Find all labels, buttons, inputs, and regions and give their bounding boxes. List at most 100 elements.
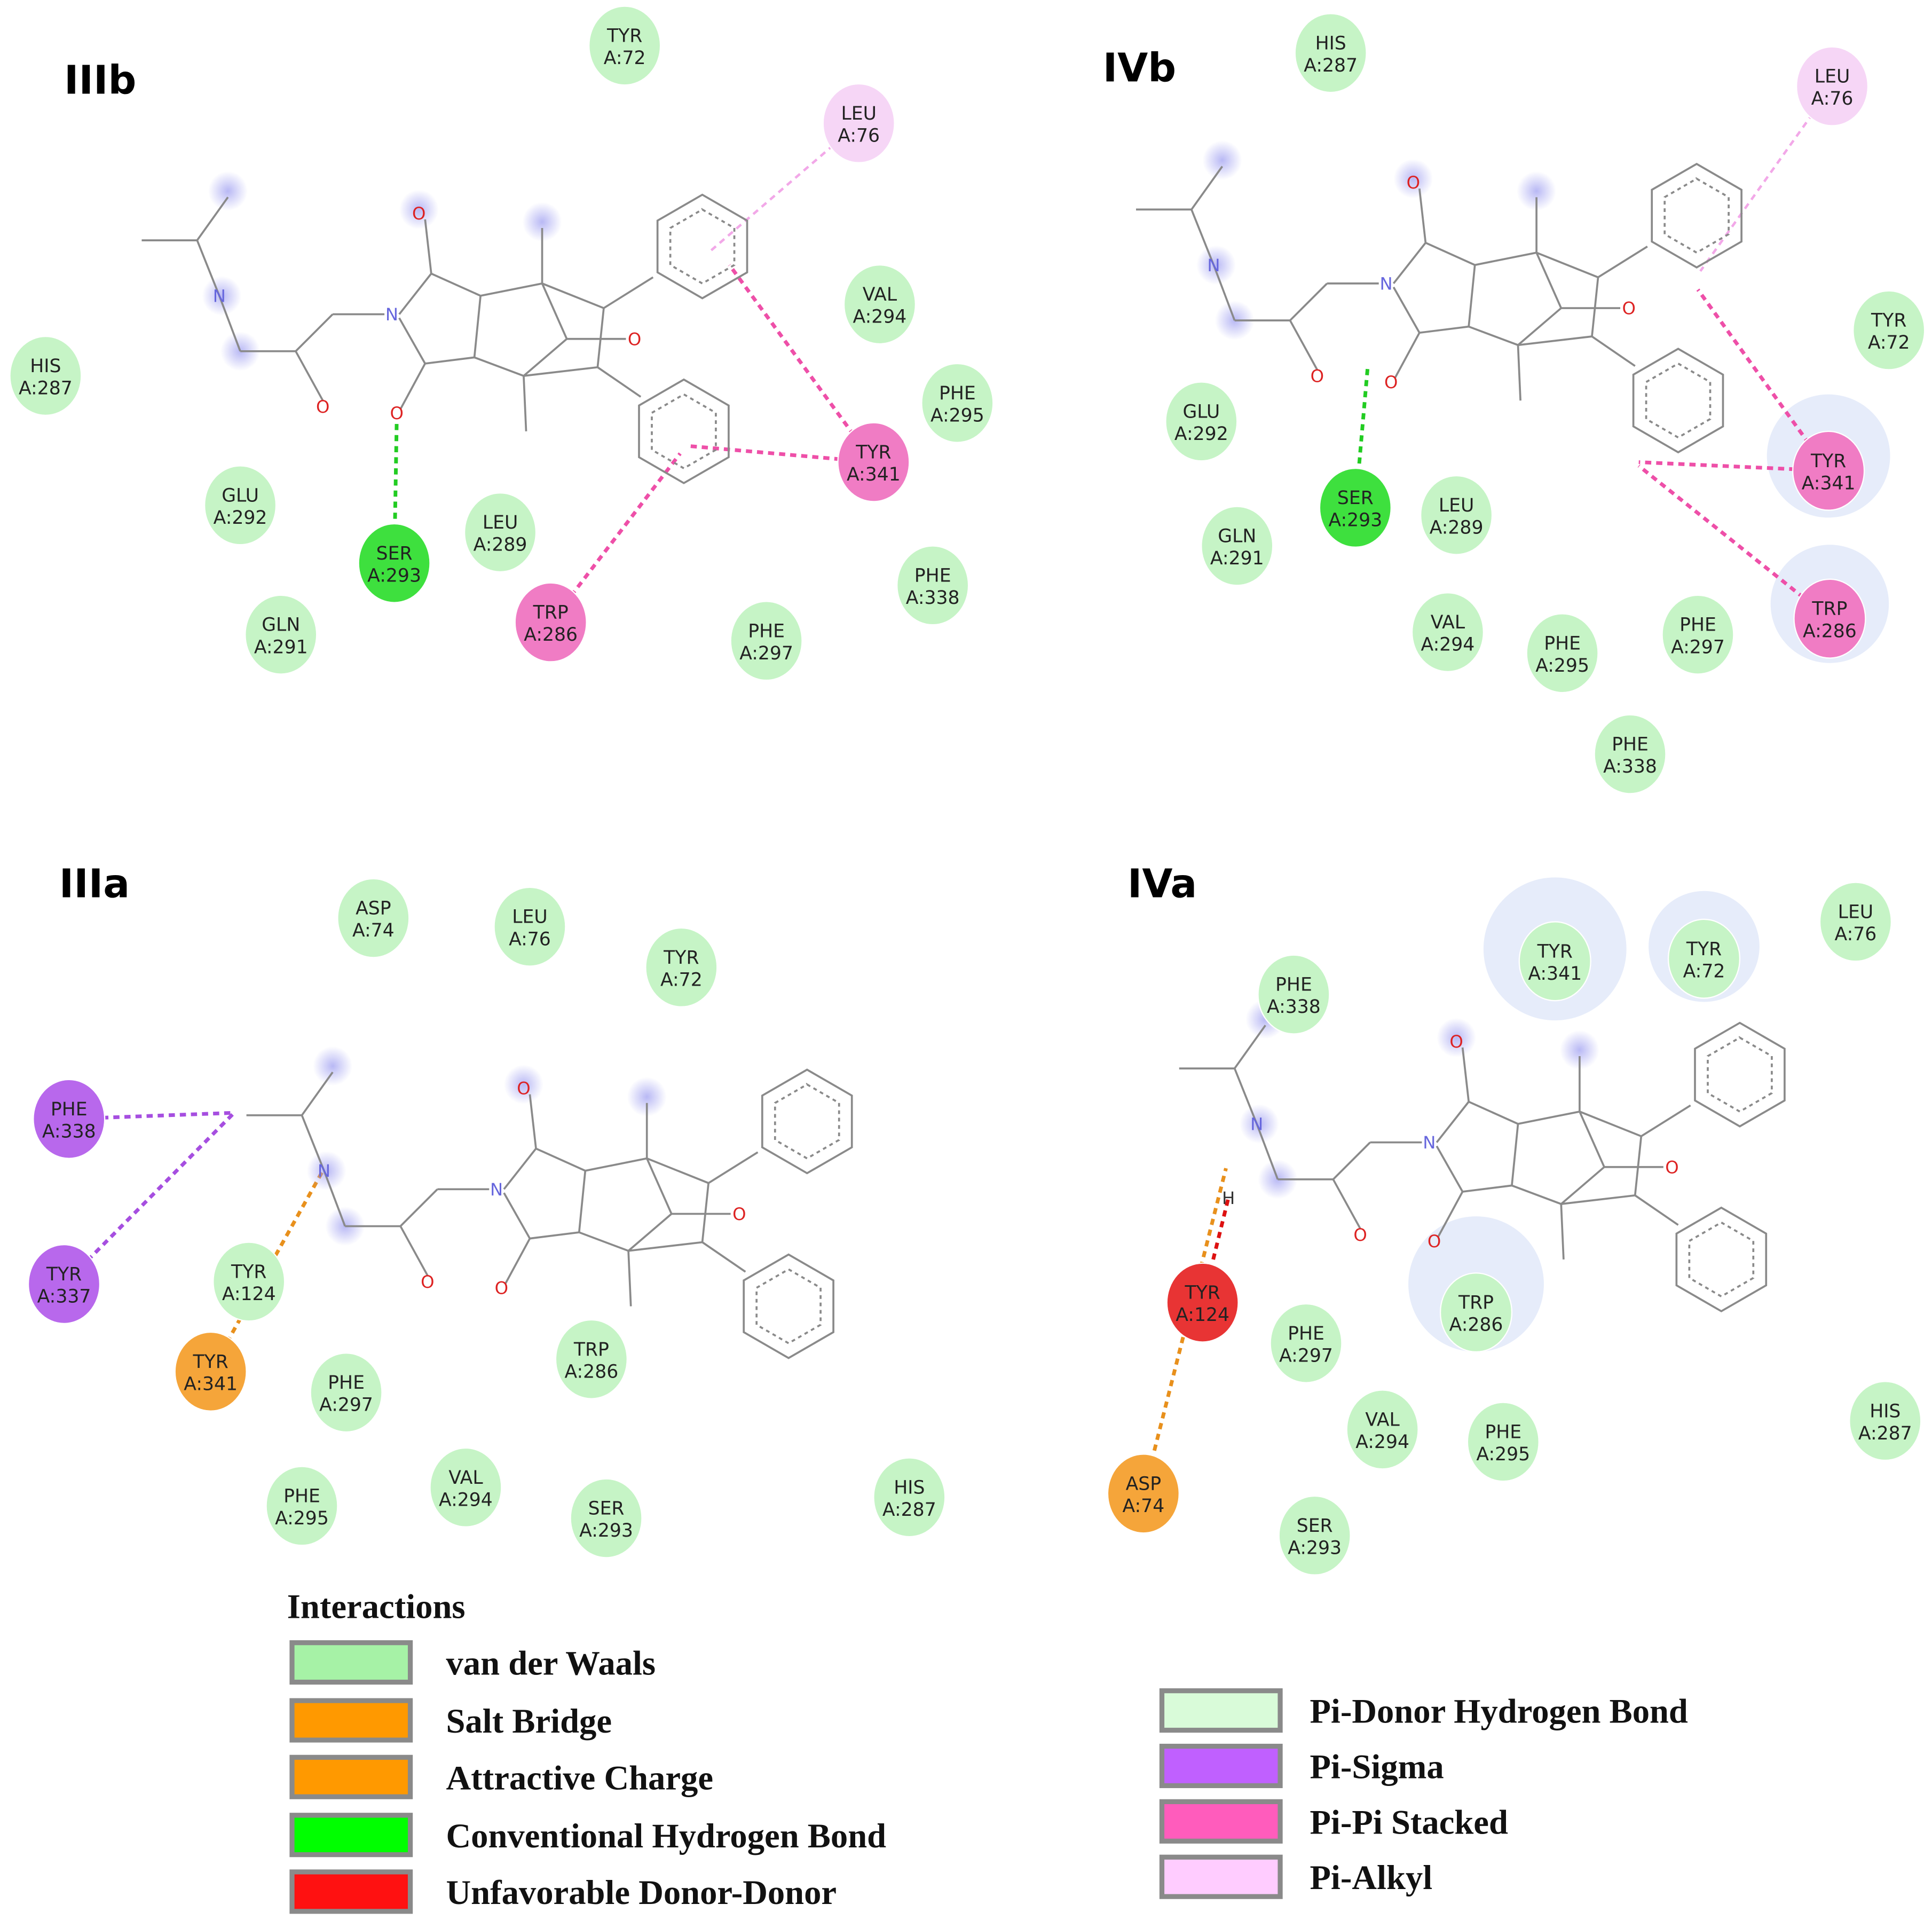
bond bbox=[1634, 1136, 1643, 1196]
bond bbox=[1579, 1111, 1642, 1137]
phenyl-ring bbox=[638, 378, 730, 484]
residue-disc bbox=[33, 1079, 106, 1159]
residue-id: A:297 bbox=[1279, 1345, 1333, 1366]
bond bbox=[301, 1071, 334, 1116]
panel-label: IIIb bbox=[64, 57, 136, 103]
oxygen-atom: O bbox=[495, 1278, 508, 1298]
bond bbox=[301, 1115, 325, 1171]
residue-disc bbox=[843, 264, 917, 345]
ligand-structure: O O O O N N bbox=[141, 171, 748, 484]
legend-swatch bbox=[289, 1813, 413, 1858]
residue-id: A:338 bbox=[1603, 756, 1657, 777]
bond bbox=[1425, 242, 1476, 266]
residue-id: A:286 bbox=[564, 1361, 618, 1382]
panel-label: IIIa bbox=[59, 861, 130, 907]
residue-name: TYR bbox=[1810, 451, 1846, 472]
residue-disc bbox=[1420, 475, 1493, 555]
bond bbox=[1591, 277, 1599, 337]
bond bbox=[1233, 1068, 1258, 1124]
bond bbox=[1289, 282, 1328, 321]
bond bbox=[1461, 1047, 1470, 1102]
residue-name: TYR bbox=[663, 947, 699, 969]
bond bbox=[196, 240, 220, 296]
residue-disc bbox=[873, 1457, 946, 1538]
legend-item-attractive-charge: Attractive Charge bbox=[289, 1754, 713, 1799]
residue-name: HIS bbox=[30, 356, 61, 377]
legend-label: van der Waals bbox=[446, 1644, 656, 1682]
residue-id: A:72 bbox=[660, 969, 703, 990]
residue-id: A:76 bbox=[509, 928, 551, 950]
bond bbox=[424, 219, 432, 274]
residue-disc bbox=[822, 83, 895, 163]
solvent-glow bbox=[1196, 245, 1236, 285]
residue-id: A:295 bbox=[1476, 1444, 1530, 1465]
legend: Interactions van der Waals Salt Bridge Attr… bbox=[287, 1587, 1688, 1914]
bond bbox=[627, 1213, 673, 1252]
legend-swatch bbox=[289, 1698, 413, 1743]
solvent-glow bbox=[627, 1077, 667, 1117]
interaction-line-pi-pi-stacked bbox=[1638, 460, 1829, 473]
residue-id: A:341 bbox=[847, 464, 901, 485]
residue-name: PHE bbox=[1544, 633, 1581, 654]
legend-swatch bbox=[289, 1640, 413, 1685]
bond bbox=[1212, 264, 1236, 321]
aromatic-circle bbox=[1663, 177, 1730, 254]
bond bbox=[196, 196, 229, 241]
residue-id: A:294 bbox=[1355, 1431, 1409, 1453]
oxygen-atom: O bbox=[1665, 1157, 1678, 1177]
phenyl-ring bbox=[1651, 162, 1742, 269]
bond bbox=[1436, 1101, 1470, 1143]
